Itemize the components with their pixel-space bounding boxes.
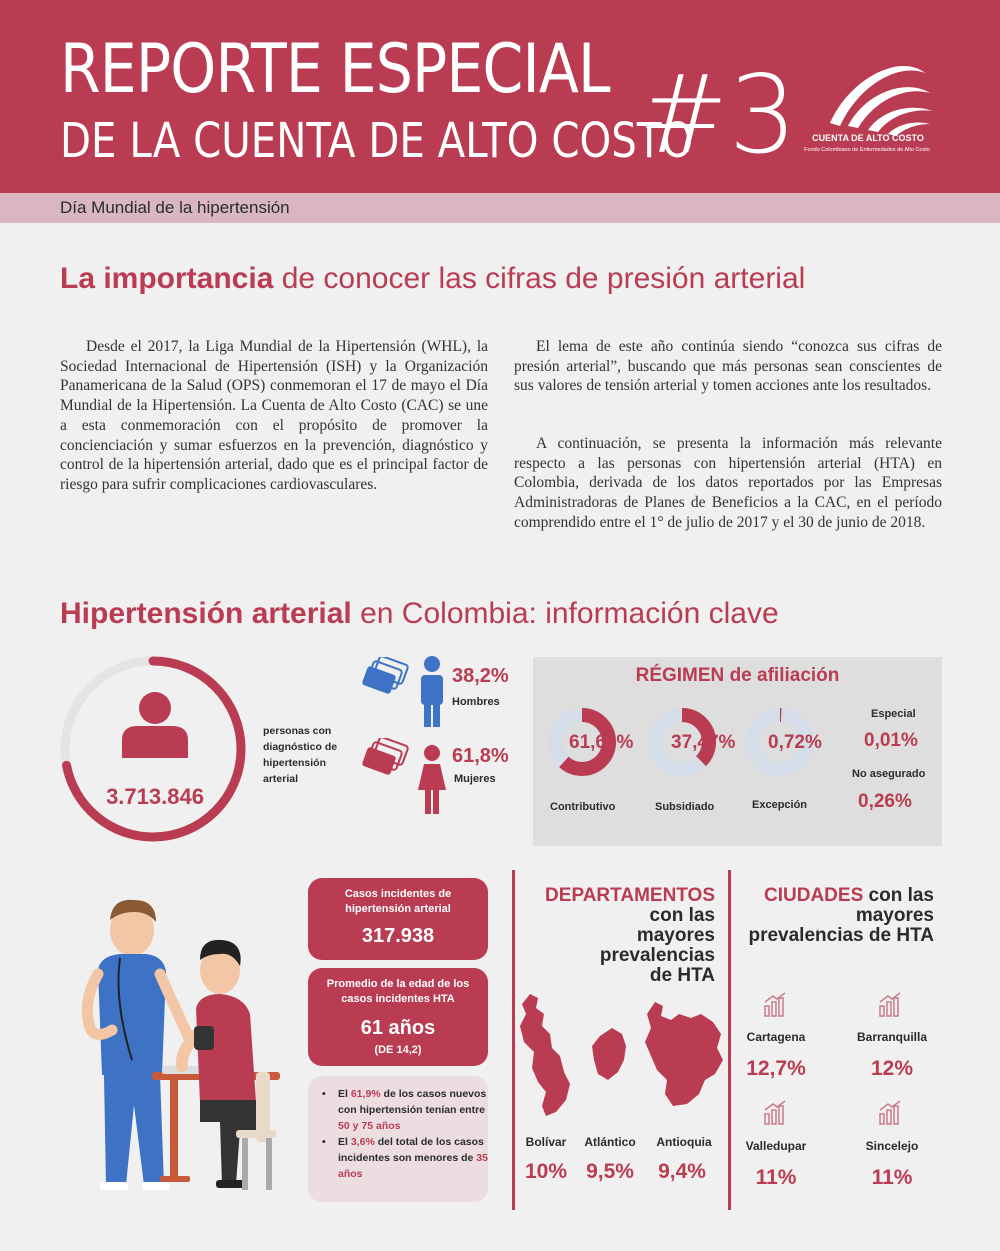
regimen-title-bold: RÉGIMEN [635, 665, 725, 686]
total-patients-value: 3.713.846 [106, 784, 204, 809]
women-label: Mujeres [454, 773, 496, 785]
age-bullet-1: El 61,9% de los casos nuevos con hiperte… [308, 1086, 488, 1134]
growth-chart-icon [879, 992, 901, 1017]
section-title-rest: de conocer las cifras de presión arteria… [273, 262, 806, 295]
regimen-value-excepcion: 0,72% [768, 732, 822, 753]
city-name-sincelejo: Sincelejo [865, 1139, 919, 1153]
city-value-cartagena: 12,7% [746, 1057, 806, 1080]
donut-subsidiado [648, 708, 716, 776]
logo-subtitle: Fondo Colombiano de Enfermedades de Alto… [804, 147, 930, 153]
department-name-atlantico: Atlántico [584, 1135, 636, 1149]
regimen-label-excepcion: Excepción [752, 799, 808, 811]
department-value-antioquia: 9,4% [658, 1160, 706, 1183]
woman-icon [418, 745, 446, 814]
department-name-antioquia: Antioquia [656, 1135, 712, 1149]
department-value-bolivar: 10% [524, 1160, 568, 1183]
cities-title-rest: con las mayores prevalencias de HTA [748, 885, 934, 946]
regimen-label-no-asegurado: No asegurado [852, 768, 926, 780]
intro-paragraph-3: A continuación, se presenta la informaci… [514, 435, 942, 531]
intro-paragraph-2: El lema de este año continúa siendo “con… [514, 338, 942, 395]
regimen-value-subsidiado: 37,47% [671, 732, 736, 753]
divider-left [512, 870, 515, 1210]
person-icon [122, 692, 188, 758]
departments-title: DEPARTAMENTOS con las mayores prevalencia… [525, 886, 715, 986]
men-percentage: 38,2% [452, 665, 509, 687]
city-value-barranquilla: 12% [870, 1057, 914, 1080]
city-name-valledupar: Valledupar [745, 1139, 807, 1153]
city-name-barranquilla: Barranquilla [856, 1030, 928, 1044]
subheader-text: Día Mundial de la hipertensión [60, 198, 290, 217]
departments-title-rest: con las mayores prevalencias de HTA [599, 905, 715, 986]
subheader-bar [0, 193, 1000, 223]
city-name-cartagena: Cartagena [746, 1030, 806, 1044]
section-title-key-info: Hipertensión arterial en Colombia: infor… [60, 597, 779, 631]
average-age-title: Promedio de la edad de los casos inciden… [326, 978, 470, 1005]
intro-paragraph-1: Desde el 2017, la Liga Mundial de la Hip… [60, 338, 488, 493]
report-subtitle: DE LA CUENTA DE ALTO COSTO [60, 113, 694, 169]
doctor-patient-illustration [81, 899, 280, 1190]
regimen-value-no-asegurado: 0,26% [858, 791, 912, 812]
divider-right [728, 870, 731, 1210]
growth-chart-icon [764, 1100, 786, 1125]
logo-name: CUENTA DE ALTO COSTO [812, 133, 924, 143]
cards-icon-men [362, 657, 409, 694]
report-number: #3 [638, 53, 798, 178]
women-percentage: 61,8% [452, 745, 509, 767]
header-banner [0, 0, 1000, 193]
departments-title-hl: DEPARTAMENTOS [545, 885, 715, 906]
department-name-bolivar: Bolívar [525, 1135, 567, 1149]
regimen-value-contributivo: 61,63% [569, 732, 634, 753]
growth-chart-icon [879, 1100, 901, 1125]
regimen-label-contributivo: Contributivo [550, 801, 616, 813]
donut-excepcion [746, 708, 814, 776]
donut-contributivo [548, 708, 616, 776]
age-bullet-2: El 3,6% del total de los casos incidente… [308, 1134, 488, 1182]
men-label: Hombres [452, 696, 500, 708]
average-age-value: 61 años [360, 1017, 436, 1039]
cac-logo [830, 66, 933, 136]
regimen-value-especial: 0,01% [864, 730, 918, 751]
age-distribution-card: El 61,9% de los casos nuevos con hiperte… [308, 1076, 488, 1202]
report-title: REPORTE ESPECIAL [60, 30, 611, 109]
growth-chart-icon [764, 992, 786, 1017]
atlantico-map [592, 1028, 626, 1080]
total-patients-label: personas con diagnóstico de hipertensión… [263, 725, 338, 785]
section-title-importance: La importancia de conocer las cifras de … [60, 262, 805, 296]
average-age-card: Promedio de la edad de los casos inciden… [308, 968, 488, 1066]
regimen-label-especial: Especial [871, 708, 916, 720]
cities-title: CIUDADES con las mayores prevalencias de… [740, 886, 934, 946]
department-value-atlantico: 9,5% [586, 1160, 634, 1183]
cities-title-hl: CIUDADES [764, 885, 864, 906]
cards-icon-women [362, 738, 409, 775]
city-value-valledupar: 11% [755, 1166, 797, 1189]
man-icon [421, 656, 443, 727]
regimen-title-rest: de afiliación [724, 665, 840, 686]
regimen-label-subsidiado: Subsidiado [655, 801, 715, 813]
section-title-bold: Hipertensión arterial [60, 597, 352, 630]
regimen-title: RÉGIMEN de afiliación [533, 665, 942, 687]
antioquia-map [645, 1002, 723, 1106]
average-age-sd: (DE 14,2) [374, 1044, 422, 1056]
total-ring [60, 656, 246, 842]
city-value-sincelejo: 11% [871, 1166, 913, 1189]
section-title-bold: La importancia [60, 262, 274, 295]
incident-cases-card: Casos incidentes de hipertensión arteria… [308, 878, 488, 960]
incident-cases-value: 317.938 [361, 925, 435, 947]
section-title-rest: en Colombia: información clave [351, 597, 779, 630]
bolivar-map [520, 994, 570, 1116]
incident-cases-title: Casos incidentes de hipertensión arteria… [344, 888, 452, 915]
